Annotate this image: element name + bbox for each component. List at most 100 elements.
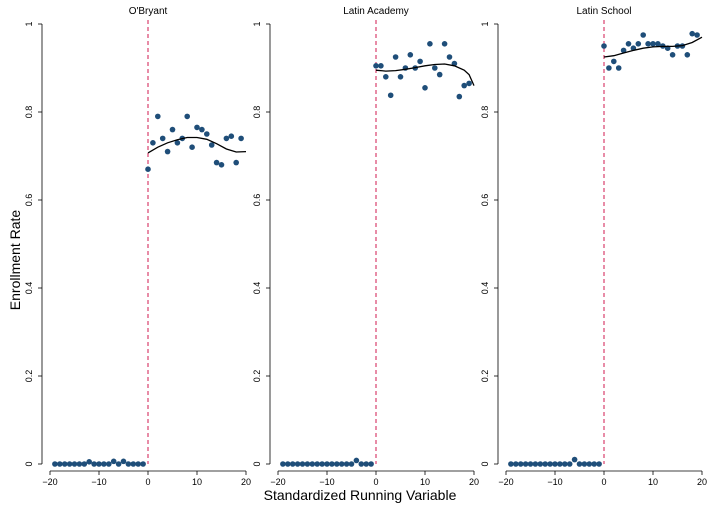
data-point	[233, 159, 239, 166]
data-point	[57, 461, 63, 467]
data-point	[368, 461, 374, 467]
data-point	[213, 159, 220, 166]
data-point	[571, 456, 578, 463]
data-point	[581, 461, 588, 467]
x-tick-label: 20	[241, 477, 251, 487]
x-tick-label: 0	[601, 477, 606, 487]
data-point	[615, 65, 622, 71]
data-point	[52, 461, 58, 467]
data-point	[223, 135, 230, 142]
data-point	[537, 461, 544, 467]
x-tick-label: 10	[420, 477, 430, 487]
data-point	[620, 47, 627, 54]
panel-2: Latin Academy 0 0.2 0.4 0.6 0.8 1 −20 −10 0 10 20	[252, 6, 479, 487]
x-axis-title: Standardized Running Variable	[264, 487, 457, 503]
data-point	[204, 131, 210, 137]
data-point	[238, 135, 244, 142]
data-point	[86, 459, 92, 465]
y-tick-label: 0	[252, 461, 262, 466]
x-tick-label: 0	[373, 477, 378, 487]
data-point	[655, 41, 661, 47]
y-tick-label: 0.8	[252, 106, 262, 119]
data-point	[650, 41, 656, 47]
data-point	[456, 93, 463, 100]
y-axis-title: Enrollment Rate	[7, 210, 23, 311]
data-point	[309, 461, 316, 467]
data-point	[542, 461, 548, 467]
data-point	[329, 461, 335, 467]
y-tick-label: 1	[24, 21, 34, 26]
fit-curve	[147, 136, 247, 154]
x-tick-label: −20	[498, 477, 513, 487]
data-point	[319, 461, 325, 467]
panel-title: Latin School	[576, 6, 631, 17]
data-point	[299, 461, 306, 467]
data-point	[101, 461, 107, 467]
x-tick-label: 10	[648, 477, 658, 487]
data-point	[625, 41, 632, 47]
data-point	[189, 144, 195, 150]
data-point	[373, 63, 379, 69]
y-tick-label: 0.8	[480, 106, 490, 119]
data-point	[640, 32, 646, 38]
data-point	[343, 461, 350, 467]
data-point	[422, 85, 428, 91]
data-point	[155, 113, 161, 120]
y-tick-label: 0.2	[480, 370, 490, 383]
y-tick-label: 0.4	[480, 282, 490, 295]
data-point	[635, 41, 642, 47]
data-point	[164, 148, 171, 155]
x-tick-label: −20	[42, 477, 57, 487]
data-point	[358, 461, 365, 467]
data-point	[363, 461, 370, 467]
y-tick-label: 0.4	[24, 282, 34, 295]
data-point	[436, 71, 443, 78]
data-point	[552, 461, 558, 467]
data-point	[397, 74, 404, 80]
data-point	[76, 461, 83, 467]
data-point	[694, 32, 700, 38]
data-point	[645, 41, 651, 47]
fit-curve	[375, 63, 475, 86]
data-point	[684, 52, 691, 58]
data-point	[61, 461, 68, 467]
y-tick-label: 0.6	[252, 194, 262, 207]
panel-1: O'Bryant 0 0.2 0.4 0.6 0.8 1 −20 −10 0 10 20	[24, 6, 251, 487]
data-point	[566, 461, 573, 467]
y-tick-label: 0.2	[252, 370, 262, 383]
fit-curve	[603, 36, 703, 58]
data-point	[110, 458, 117, 465]
x-tick-label: −10	[91, 477, 106, 487]
x-tick-label: 0	[145, 477, 150, 487]
data-point	[562, 461, 568, 467]
data-point	[199, 126, 205, 133]
data-point	[508, 461, 514, 467]
data-point	[66, 461, 73, 467]
data-point	[689, 30, 695, 37]
data-point	[150, 140, 156, 146]
data-point	[115, 461, 122, 467]
y-tick-label: 0.6	[480, 194, 490, 207]
data-point	[441, 41, 448, 47]
data-point	[557, 461, 563, 467]
data-point	[348, 461, 355, 467]
y-tick-label: 0	[480, 461, 490, 466]
data-point	[169, 126, 176, 133]
data-point	[314, 461, 321, 467]
data-point	[184, 113, 190, 120]
data-point	[294, 461, 301, 467]
data-point	[135, 461, 141, 467]
data-point	[669, 52, 676, 58]
data-point	[547, 461, 553, 467]
data-point	[407, 52, 414, 58]
data-point	[280, 461, 286, 467]
x-tick-label: −20	[270, 477, 285, 487]
data-point	[517, 461, 524, 467]
y-tick-label: 0	[24, 461, 34, 466]
data-point	[383, 74, 389, 80]
data-point	[522, 461, 529, 467]
y-tick-label: 0.6	[24, 194, 34, 207]
y-tick-label: 1	[252, 21, 262, 26]
data-point	[304, 461, 311, 467]
data-point	[120, 458, 127, 465]
